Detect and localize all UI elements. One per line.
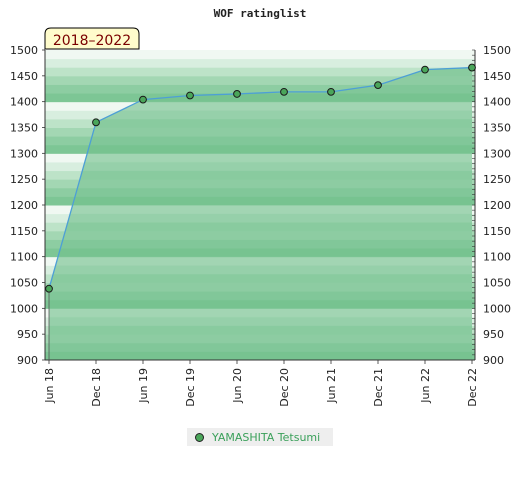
period-badge: 2018–2022: [44, 27, 140, 50]
area-band: [49, 239, 472, 249]
area-band: [49, 342, 472, 352]
x-tick-label: Jun 21: [325, 368, 338, 404]
area-band: [49, 316, 472, 327]
y-tick-label-right: 1500: [483, 44, 511, 57]
data-point[interactable]: [45, 284, 53, 293]
area-band: [49, 222, 472, 232]
data-point[interactable]: [92, 118, 100, 127]
y-tick-label-right: 1000: [483, 302, 511, 315]
area-band: [49, 351, 472, 361]
area-band: [49, 248, 472, 258]
background-band: [45, 84, 475, 94]
y-tick-label-left: 900: [17, 354, 38, 367]
period-badge-label: 2018–2022: [53, 33, 131, 49]
axes: 900 900 950 950 1000 1000 1050 1050 1100 1100 1150…: [10, 44, 511, 407]
y-tick-label-left: 1250: [10, 173, 38, 186]
background-band: [45, 58, 475, 68]
x-tick-label: Dec 19: [184, 368, 197, 407]
y-tick-label-left: 950: [17, 328, 38, 341]
y-tick-label-right: 1050: [483, 277, 511, 290]
area-band: [49, 265, 472, 275]
y-tick-label-right: 1250: [483, 173, 511, 186]
data-point[interactable]: [186, 91, 194, 100]
data-point[interactable]: [233, 90, 241, 98]
area-band: [49, 291, 472, 301]
area-band: [49, 93, 472, 103]
legend-marker-icon: [195, 432, 204, 442]
area-band: [49, 136, 472, 146]
y-tick-label-right: 950: [483, 328, 504, 341]
y-tick-label-left: 1000: [10, 302, 38, 315]
area-band: [49, 282, 472, 292]
data-point[interactable]: [280, 87, 288, 96]
y-tick-label-left: 1150: [10, 225, 38, 238]
x-tick-label: Jun 18: [43, 368, 56, 404]
y-tick-label-left: 1350: [10, 122, 38, 135]
series-line: [48, 66, 473, 289]
area-band: [49, 205, 472, 215]
area-band: [49, 196, 472, 206]
x-tick-label: Dec 21: [372, 368, 385, 407]
x-tick-label: Dec 22: [466, 368, 479, 407]
y-tick-label-right: 1450: [483, 70, 511, 83]
legend-series-label: YAMASHITA Tetsumi: [212, 430, 321, 444]
area-band: [49, 273, 472, 283]
data-marks: [45, 63, 476, 360]
y-tick-label-left: 1400: [10, 96, 38, 109]
area-band: [49, 213, 472, 223]
y-tick-label-left: 1500: [10, 44, 38, 57]
x-tick-label: Dec 20: [278, 368, 291, 407]
area-band: [49, 308, 472, 318]
x-tick-label: Dec 18: [90, 368, 103, 407]
area-band: [49, 187, 472, 197]
data-point[interactable]: [421, 65, 429, 74]
area-band: [49, 101, 472, 111]
x-tick-label: Jun 20: [231, 368, 244, 404]
data-point[interactable]: [139, 95, 147, 104]
legend: YAMASHITA Tetsumi: [187, 428, 333, 446]
y-tick-label-right: 900: [483, 354, 504, 367]
y-tick-label-right: 1100: [483, 251, 511, 264]
chart-title: WOF ratinglist: [214, 7, 307, 20]
area-band: [49, 170, 472, 180]
background-band: [45, 67, 475, 77]
y-tick-label-left: 1050: [10, 277, 38, 290]
area-band: [49, 144, 472, 154]
area-band: [49, 118, 472, 128]
area-band: [49, 179, 472, 189]
y-tick-label-right: 1350: [483, 122, 511, 135]
area-band: [49, 230, 472, 240]
area-band: [49, 299, 472, 309]
data-point[interactable]: [468, 63, 476, 72]
background-band: [45, 75, 475, 85]
area-band: [49, 127, 472, 137]
x-tick-label: Jun 22: [419, 368, 432, 404]
area-band: [49, 153, 472, 163]
area-band: [49, 161, 472, 172]
y-tick-label-left: 1450: [10, 70, 38, 83]
y-tick-label-left: 1300: [10, 147, 38, 160]
area-band: [49, 334, 472, 344]
background-band: [45, 50, 475, 60]
y-tick-label-left: 1200: [10, 199, 38, 212]
x-tick-label: Jun 19: [137, 368, 150, 404]
y-tick-label-right: 1400: [483, 96, 511, 109]
area-band: [49, 325, 472, 335]
data-point[interactable]: [374, 81, 382, 90]
y-tick-label-left: 1100: [10, 251, 38, 264]
area-band: [49, 110, 472, 120]
data-point[interactable]: [327, 87, 335, 96]
y-tick-label-right: 1300: [483, 147, 511, 160]
area-band: [49, 256, 472, 266]
y-tick-label-right: 1150: [483, 225, 511, 238]
y-tick-label-right: 1200: [483, 199, 511, 212]
